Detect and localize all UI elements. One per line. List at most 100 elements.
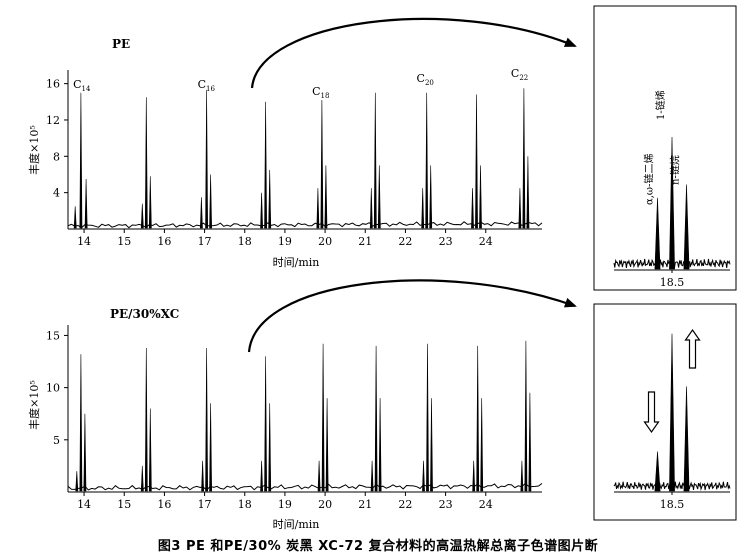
peak: [264, 356, 268, 492]
peak: [260, 192, 264, 229]
peak: [471, 188, 474, 229]
peak: [140, 203, 144, 229]
peak: [683, 386, 690, 492]
peak-label: α,ω-链二烯: [643, 154, 656, 205]
pe-peaks: [73, 88, 530, 229]
peak: [144, 97, 148, 229]
peak-label: C14: [73, 78, 91, 93]
peak: [268, 403, 272, 492]
pe-inset-peaks: [654, 136, 690, 270]
zoom-arrow-bottom: [247, 279, 577, 353]
pe-xc-inset-frame: [593, 303, 737, 521]
peak: [73, 206, 77, 229]
peak: [524, 340, 528, 492]
y-tick-label: 16: [46, 78, 60, 91]
peak: [378, 398, 382, 492]
peak: [148, 408, 152, 492]
x-tick-label: 18.5: [660, 498, 685, 511]
pe-inset-x-ticks: 18.5: [660, 270, 685, 289]
x-tick-label: 21: [358, 235, 372, 248]
peak: [479, 165, 482, 229]
peak: [370, 460, 374, 492]
peak: [75, 471, 79, 492]
peak: [201, 460, 205, 492]
peak: [421, 188, 425, 229]
x-tick-label: 16: [157, 498, 171, 511]
peak: [148, 176, 152, 229]
x-tick-label: 18.5: [660, 276, 685, 289]
peak: [83, 413, 87, 492]
x-tick-label: 22: [398, 235, 412, 248]
x-tick-label: 18: [238, 235, 252, 248]
x-tick-label: 23: [439, 498, 453, 511]
peak: [324, 165, 328, 229]
x-tick-label: 15: [117, 498, 131, 511]
down-arrow-icon: [643, 391, 660, 434]
y-tick-label: 8: [53, 150, 60, 163]
peak: [683, 184, 690, 270]
zoom-arrow-top: [250, 17, 577, 89]
up-arrow-icon: [684, 328, 701, 369]
peak-label: C18: [312, 85, 329, 100]
peak: [425, 92, 429, 229]
peak: [475, 94, 478, 229]
peak: [209, 174, 213, 229]
peak: [260, 460, 264, 492]
x-tick-label: 20: [318, 235, 332, 248]
pe-xc-y-ticks: 5 10 15: [46, 329, 68, 447]
pe-y-axis-label: 丰度×10⁵: [27, 125, 41, 175]
peak: [520, 460, 524, 492]
pe-xc-trace: [67, 482, 543, 491]
pe-peak-labels: C14 C16 C18 C20 C22: [73, 67, 528, 100]
peak: [429, 165, 433, 229]
peak: [199, 197, 203, 229]
x-tick-label: 22: [398, 498, 412, 511]
pe-xc-inset-x-ticks: 18.5: [660, 492, 685, 511]
peak: [209, 403, 213, 492]
y-tick-label: 15: [46, 329, 60, 342]
peak: [526, 156, 530, 229]
peak: [522, 88, 526, 229]
y-tick-label: 10: [46, 382, 60, 395]
pe-xc-inset-trace: [613, 481, 731, 491]
pe-xc-peaks: [75, 340, 532, 492]
pe-x-axis-label: 时间/min: [273, 256, 320, 269]
x-tick-label: 24: [479, 498, 493, 511]
peak: [321, 343, 325, 492]
x-tick-label: 17: [198, 498, 212, 511]
peak-label: C22: [511, 67, 528, 82]
peak: [205, 89, 209, 229]
peak-label: 1-链烯: [654, 90, 667, 120]
peak-label: C16: [198, 78, 216, 93]
pe-y-ticks: 4 8 12 16: [46, 78, 68, 200]
pe-inset-peak-labels: α,ω-链二烯 1-链烯 n-链烷: [643, 90, 682, 205]
pe-series-label: PE: [112, 37, 130, 51]
x-tick-label: 18: [238, 498, 252, 511]
pe-inset-frame: [593, 5, 737, 291]
pe-inset-trace: [613, 258, 731, 269]
x-tick-label: 15: [117, 235, 131, 248]
peak: [205, 347, 209, 492]
peak: [268, 169, 272, 229]
figure-caption: 图3 PE 和PE/30% 炭黑 XC-72 复合材料的高温热解总离子色谱图片断: [157, 539, 599, 554]
peak: [316, 188, 320, 229]
peak: [84, 178, 88, 229]
peak: [669, 136, 675, 270]
pe-trace: [67, 221, 543, 229]
x-tick-label: 19: [278, 235, 292, 248]
peak: [518, 188, 522, 229]
pe-xc-inset: 18.5: [593, 303, 737, 521]
x-tick-label: 14: [77, 235, 91, 248]
peak-label: C20: [417, 72, 434, 87]
peak: [528, 392, 532, 492]
x-tick-label: 16: [157, 235, 171, 248]
peak: [480, 398, 484, 492]
peak: [373, 92, 377, 229]
peak: [374, 345, 378, 492]
y-tick-label: 12: [46, 114, 60, 127]
y-tick-label: 4: [53, 187, 60, 200]
pe-xc-y-axis-label: 丰度×10⁵: [27, 380, 41, 430]
peak-label: n-链烷: [669, 155, 682, 185]
peak: [369, 188, 373, 229]
